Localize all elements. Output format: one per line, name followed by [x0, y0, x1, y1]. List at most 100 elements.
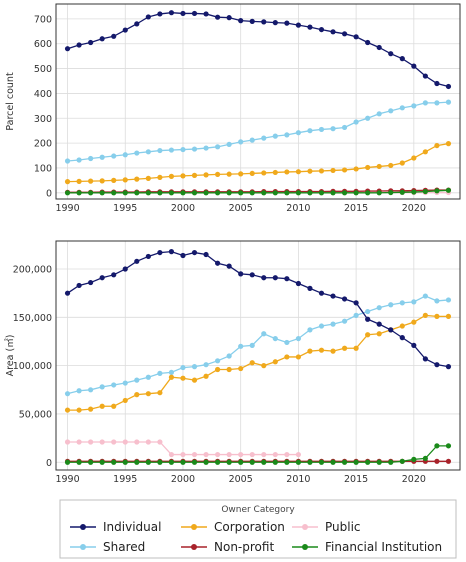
area-point-public: [249, 451, 255, 458]
count-y-tick-label: 300: [34, 114, 52, 125]
legend-entry-corporation: Corporation: [181, 520, 285, 534]
count-axes-frame: [55, 3, 461, 200]
count-point-individual: [76, 42, 82, 48]
area-point-individual: [330, 293, 336, 299]
area-series-financial-institution: [64, 443, 452, 465]
count-point-corporation: [64, 179, 71, 185]
area-line-individual: [67, 250, 449, 368]
count-point-individual: [261, 19, 267, 25]
count-point-corporation: [307, 168, 313, 174]
count-point-individual: [284, 20, 290, 26]
count-point-individual: [134, 21, 140, 27]
count-x-tick-label: 2000: [171, 203, 195, 214]
area-point-individual: [399, 335, 405, 341]
count-point-financial-institution: [88, 190, 94, 196]
area-point-shared: [134, 377, 140, 383]
area-point-shared: [180, 364, 186, 371]
area-point-corporation: [226, 366, 232, 373]
legend-entry-financial-institution: Financial Institution: [292, 540, 442, 554]
count-point-financial-institution: [284, 190, 290, 196]
area-point-shared: [145, 374, 151, 380]
area-axes-frame: [55, 240, 461, 471]
area-point-shared: [353, 312, 359, 318]
count-y-tick-label: 0: [46, 188, 52, 199]
area-point-individual: [249, 272, 255, 278]
area-point-corporation: [180, 375, 186, 381]
area-point-shared: [157, 370, 163, 376]
area-point-individual: [272, 275, 278, 281]
area-point-individual: [157, 249, 163, 256]
count-x-tick-label: 2010: [286, 203, 310, 214]
count-plot-area: [56, 4, 460, 199]
area-point-individual: [318, 290, 325, 296]
area-point-individual: [341, 296, 348, 302]
count-point-shared: [64, 158, 71, 164]
area-point-shared: [272, 335, 278, 342]
count-point-financial-institution: [168, 190, 175, 196]
count-point-corporation: [238, 171, 244, 177]
count-x-tick-label: 2020: [402, 203, 426, 214]
legend-marker-non-profit: [191, 544, 197, 550]
count-y-tick-label: 200: [34, 139, 52, 150]
count-point-individual: [168, 10, 175, 16]
legend-label-non-profit: Non-profit: [214, 540, 274, 554]
area-point-financial-institution: [249, 459, 255, 465]
area-point-corporation: [353, 345, 359, 351]
area-point-public: [145, 439, 151, 445]
count-point-financial-institution: [191, 190, 198, 196]
area-point-corporation: [64, 407, 71, 413]
area-point-corporation: [238, 365, 244, 372]
area-point-public: [122, 439, 128, 445]
count-point-corporation: [99, 178, 105, 184]
area-point-corporation: [422, 312, 428, 318]
count-line-non-profit: [67, 189, 449, 193]
count-point-financial-institution: [318, 190, 325, 196]
count-y-tick-label: 600: [34, 39, 52, 50]
count-point-financial-institution: [99, 190, 105, 196]
count-point-individual: [365, 39, 371, 46]
area-point-shared: [341, 318, 348, 324]
count-y-tick-label: 100: [34, 163, 52, 174]
count-point-financial-institution: [422, 188, 428, 195]
count-point-individual: [99, 36, 105, 42]
area-point-individual: [226, 263, 232, 269]
area-point-financial-institution: [134, 459, 140, 465]
area-point-individual: [295, 280, 301, 287]
area-point-shared: [284, 339, 290, 346]
area-point-corporation: [122, 397, 128, 404]
area-point-individual: [122, 266, 128, 272]
area-point-individual: [353, 300, 359, 306]
count-point-financial-institution: [445, 187, 452, 193]
area-point-public: [226, 451, 232, 458]
count-point-individual: [434, 80, 440, 87]
area-point-financial-institution: [318, 459, 325, 465]
count-point-shared: [388, 108, 394, 114]
count-point-shared: [111, 153, 117, 159]
count-point-financial-institution: [111, 190, 117, 196]
area-point-individual: [134, 258, 140, 264]
count-point-individual: [180, 10, 186, 17]
area-y-tick-label: 200,000: [13, 265, 52, 276]
area-point-individual: [261, 275, 267, 281]
count-line-corporation: [67, 142, 449, 183]
count-line-shared: [67, 101, 449, 162]
count-point-shared: [295, 130, 301, 136]
area-point-financial-institution: [330, 459, 336, 465]
area-point-shared: [388, 302, 394, 308]
count-point-corporation: [445, 141, 452, 147]
area-x-tick-label: 2010: [286, 474, 310, 485]
area-point-public: [284, 451, 290, 458]
area-point-financial-institution: [376, 459, 382, 465]
area-point-corporation: [134, 392, 140, 398]
count-series-financial-institution: [64, 187, 452, 196]
count-point-financial-institution: [399, 189, 405, 195]
area-point-financial-institution: [88, 459, 94, 465]
area-point-public: [261, 451, 267, 458]
area-point-shared: [365, 308, 371, 315]
area-point-individual: [445, 364, 452, 370]
count-series-corporation: [64, 141, 452, 185]
count-point-shared: [145, 149, 151, 155]
area-point-public: [134, 439, 140, 445]
count-point-corporation: [295, 169, 301, 175]
area-point-corporation: [365, 332, 371, 338]
